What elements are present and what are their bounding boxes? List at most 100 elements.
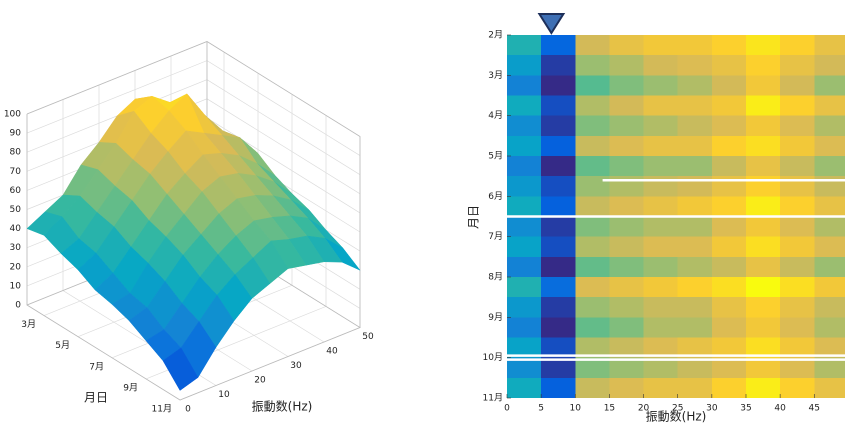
y-tick-label: 3月 — [488, 70, 503, 81]
heatmap-cell — [541, 156, 576, 177]
heatmap-cell — [677, 357, 713, 379]
heatmap-cell — [711, 357, 747, 379]
heatmap-cell — [575, 236, 610, 258]
x-tick-label: 20 — [254, 376, 266, 386]
heatmap-cell — [575, 35, 610, 56]
heatmap-cell — [780, 216, 815, 237]
heatmap-cell — [575, 277, 610, 298]
heatmap-cell — [677, 115, 713, 137]
heatmap-cell — [643, 317, 679, 338]
heatmap-cell — [711, 35, 747, 56]
heatmap-cell — [575, 337, 610, 358]
heatmap-cell — [507, 135, 542, 157]
y-axis-label: 月日 — [84, 391, 108, 405]
heatmap-area — [507, 35, 845, 398]
heatmap-cell — [575, 377, 610, 398]
heatmap-cell — [745, 95, 781, 116]
z-tick-label: 60 — [10, 186, 22, 196]
heatmap-cell — [745, 135, 781, 157]
heatmap-cell — [745, 337, 781, 358]
y-tick-label: 5月 — [55, 340, 70, 351]
heatmap-cell — [780, 196, 815, 217]
heatmap-cell — [711, 196, 747, 217]
heatmap-cell — [541, 176, 576, 197]
marker-triangle — [537, 13, 566, 35]
heatmap-cell — [575, 115, 610, 137]
heatmap-cell — [541, 115, 576, 137]
heatmap-cell — [814, 35, 845, 56]
x-tick-label: 35 — [740, 404, 751, 414]
heatmap-cell — [780, 377, 815, 398]
heatmap-cell — [507, 337, 542, 358]
x-tick-label: 40 — [774, 404, 786, 414]
heatmap-cell — [814, 297, 845, 318]
x-tick-label: 0 — [504, 404, 510, 414]
heatmap-cell — [609, 357, 644, 379]
heatmap-cell — [677, 75, 713, 96]
z-tick-label: 20 — [10, 262, 22, 272]
heatmap-cell — [575, 156, 610, 177]
y-tick-label: 8月 — [488, 272, 503, 283]
heatmap-cell — [507, 256, 542, 278]
heatmap-cell — [814, 95, 845, 116]
heatmap-cell — [643, 115, 679, 137]
heatmap-cell — [541, 236, 576, 258]
heatmap-cell — [643, 55, 679, 76]
heatmap-cell — [711, 156, 747, 177]
heatmap-cell — [507, 115, 542, 137]
heatmap-cell — [677, 95, 713, 116]
heatmap-cell — [643, 35, 679, 56]
heatmap-cell — [507, 196, 542, 217]
heatmap-cell — [677, 317, 713, 338]
z-tick-label: 100 — [4, 110, 21, 120]
heatmap-cell — [814, 236, 845, 258]
heatmap-cell — [711, 256, 747, 278]
z-tick-label: 40 — [10, 224, 22, 234]
heatmap-cell — [609, 156, 644, 177]
heatmap-cell — [677, 35, 713, 56]
x-axis-label: 振動数(Hz) — [252, 399, 313, 414]
heatmap-cell — [643, 75, 679, 96]
heatmap-cell — [643, 135, 679, 157]
x-tick-label: 45 — [809, 404, 820, 414]
heatmap-cell — [711, 277, 747, 298]
heatmap-cell — [814, 156, 845, 177]
heatmap-cell — [780, 95, 815, 116]
heatmap-cell — [677, 277, 713, 298]
heatmap-cell — [507, 317, 542, 338]
heatmap-cell — [677, 135, 713, 157]
surface-patch — [162, 347, 199, 391]
heatmap-cell — [609, 297, 644, 318]
heatmap-cell — [643, 196, 679, 217]
heatmap-cell — [609, 196, 644, 217]
x-axis-label: 振動数(Hz) — [646, 409, 707, 423]
heatmap-cell — [575, 75, 610, 96]
heatmap-cell — [677, 297, 713, 318]
heatmap-cell — [677, 196, 713, 217]
z-tick-label: 80 — [10, 148, 22, 158]
heatmap-cell — [575, 176, 610, 197]
heatmap-cell — [575, 135, 610, 157]
heatmap-cell — [507, 357, 542, 379]
heatmap-cell — [745, 236, 781, 258]
heatmap-cell — [745, 216, 781, 237]
heatmap-cell — [780, 297, 815, 318]
heatmap-cell — [745, 55, 781, 76]
x-tick-label: 50 — [362, 332, 374, 342]
heatmap-cell — [541, 317, 576, 338]
z-tick-label: 30 — [10, 243, 22, 253]
heatmap-cell — [541, 216, 576, 237]
heatmap-cell — [711, 377, 747, 398]
heatmap-cell — [541, 95, 576, 116]
y-tick-label: 6月 — [488, 191, 503, 202]
heatmap-cell — [677, 236, 713, 258]
heatmap-cell — [575, 256, 610, 278]
z-tick-label: 0 — [15, 301, 21, 311]
heatmap-cell — [780, 75, 815, 96]
heatmap-cell — [541, 297, 576, 318]
heatmap-cell — [780, 256, 815, 278]
heatmap-cell — [814, 216, 845, 237]
heatmap-cell — [507, 377, 542, 398]
heatmap-cell — [575, 95, 610, 116]
heatmap-cell — [814, 377, 845, 398]
